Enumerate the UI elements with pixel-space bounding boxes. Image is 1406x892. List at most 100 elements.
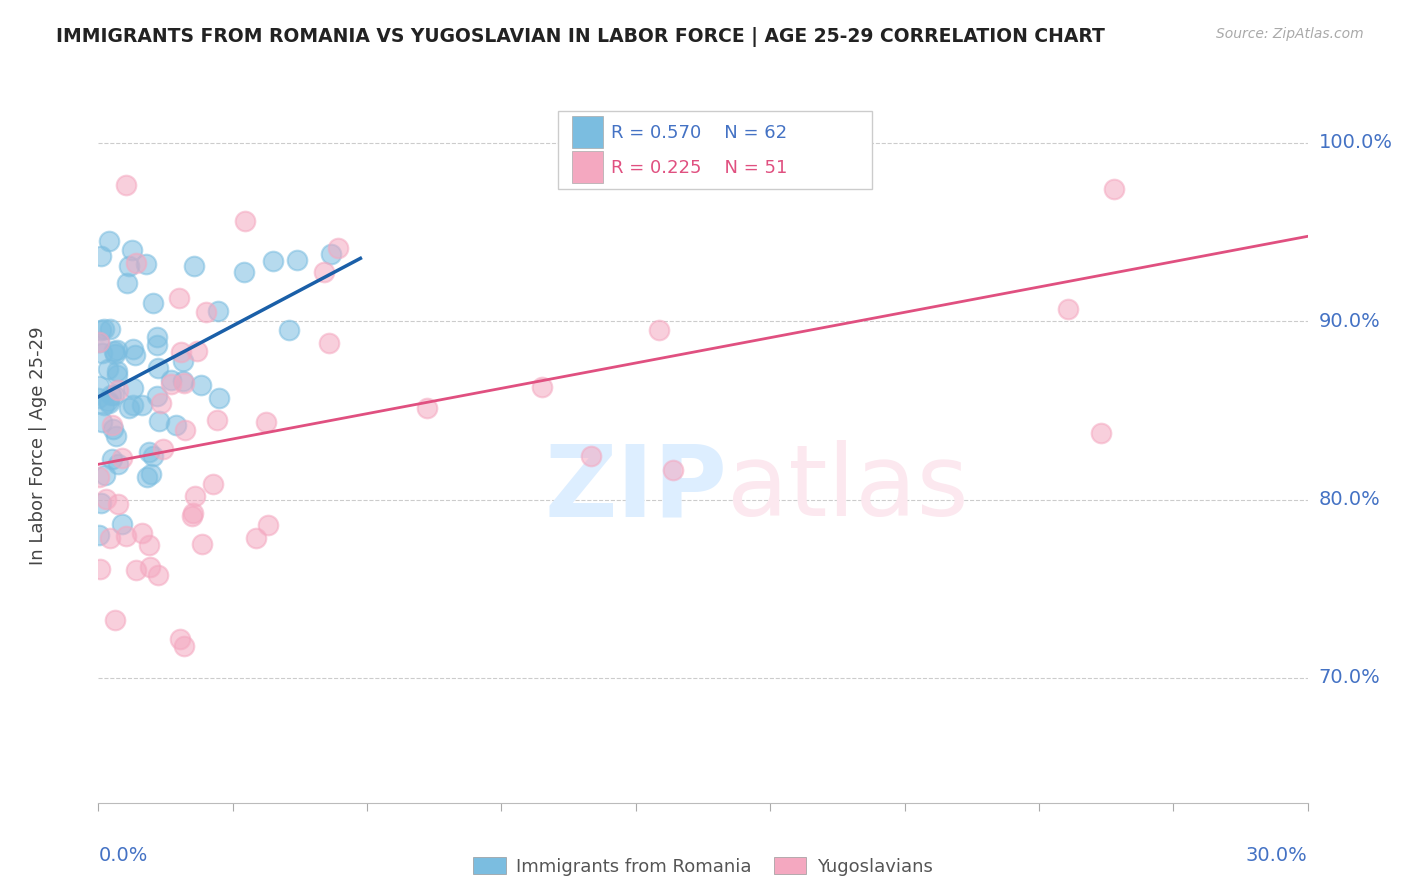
Point xyxy=(101,417,124,432)
Point xyxy=(195,304,218,318)
Point xyxy=(103,388,125,402)
Text: R = 0.570    N = 62: R = 0.570 N = 62 xyxy=(612,124,787,142)
Point xyxy=(98,531,121,545)
Point xyxy=(94,491,117,506)
Point xyxy=(90,323,112,337)
Point xyxy=(148,414,170,428)
Point xyxy=(107,457,129,471)
Point xyxy=(319,247,342,261)
Point xyxy=(183,259,205,273)
Text: R = 0.225    N = 51: R = 0.225 N = 51 xyxy=(612,159,787,177)
Point xyxy=(648,323,671,337)
Point xyxy=(104,613,127,627)
Point xyxy=(1102,182,1125,196)
Point xyxy=(135,257,157,271)
Point xyxy=(160,373,183,387)
Point xyxy=(235,213,257,227)
Point xyxy=(165,417,187,432)
Point xyxy=(115,178,138,193)
Point xyxy=(285,253,308,268)
Point xyxy=(105,364,128,378)
Point xyxy=(183,489,205,503)
Point xyxy=(318,335,340,350)
Point xyxy=(136,470,159,484)
Point xyxy=(174,423,197,437)
Point xyxy=(105,343,128,358)
Point xyxy=(93,322,115,336)
Point xyxy=(139,559,162,574)
Point xyxy=(111,451,134,466)
Point xyxy=(257,518,280,533)
Point xyxy=(97,394,120,409)
Point xyxy=(104,429,127,443)
Point xyxy=(183,507,205,521)
Point xyxy=(125,564,148,578)
Point xyxy=(90,415,112,429)
Point xyxy=(205,413,228,427)
Point xyxy=(107,368,129,383)
Point xyxy=(146,337,169,351)
Point xyxy=(416,401,439,415)
Text: 80.0%: 80.0% xyxy=(1319,490,1381,509)
Point xyxy=(87,528,110,542)
Point xyxy=(122,398,145,412)
Text: 0.0%: 0.0% xyxy=(98,846,148,864)
Point xyxy=(107,383,129,397)
Point xyxy=(169,632,191,647)
Point xyxy=(233,265,256,279)
Point xyxy=(149,396,172,410)
Point xyxy=(131,525,153,540)
Point xyxy=(117,276,139,290)
Point xyxy=(191,536,214,550)
Point xyxy=(118,401,141,415)
Point xyxy=(138,445,160,459)
Point xyxy=(101,452,124,467)
Point xyxy=(90,249,112,263)
Point xyxy=(97,396,120,410)
FancyBboxPatch shape xyxy=(572,152,603,184)
Point xyxy=(89,335,111,350)
Point xyxy=(152,442,174,456)
Text: ZIP: ZIP xyxy=(544,441,727,537)
Point xyxy=(98,234,121,248)
Point xyxy=(278,323,301,337)
Point xyxy=(1090,426,1112,441)
Point xyxy=(172,354,194,368)
Point xyxy=(190,378,212,392)
Point xyxy=(202,477,225,491)
Point xyxy=(122,343,145,357)
Point xyxy=(1057,302,1080,317)
Text: 90.0%: 90.0% xyxy=(1319,311,1381,331)
Text: Source: ZipAtlas.com: Source: ZipAtlas.com xyxy=(1216,27,1364,41)
Point xyxy=(131,398,153,412)
Point xyxy=(167,291,190,305)
Point xyxy=(172,374,194,388)
Point xyxy=(100,388,122,402)
Point xyxy=(118,259,141,273)
Point xyxy=(142,296,165,310)
Point xyxy=(718,146,741,161)
Point xyxy=(107,497,129,511)
Text: 100.0%: 100.0% xyxy=(1319,133,1393,153)
Legend: Immigrants from Romania, Yugoslavians: Immigrants from Romania, Yugoslavians xyxy=(474,857,932,876)
Point xyxy=(87,391,110,405)
Point xyxy=(139,467,162,481)
Point xyxy=(121,244,143,258)
Point xyxy=(121,381,143,395)
Point xyxy=(159,376,181,391)
Point xyxy=(254,415,277,429)
Point xyxy=(103,422,125,436)
Point xyxy=(245,531,267,545)
Point xyxy=(662,463,685,477)
Point xyxy=(98,321,121,335)
Point xyxy=(97,362,120,376)
FancyBboxPatch shape xyxy=(558,111,872,189)
Point xyxy=(93,398,115,412)
Text: 70.0%: 70.0% xyxy=(1319,668,1381,688)
Point xyxy=(89,562,111,576)
Point xyxy=(207,304,229,318)
Text: IMMIGRANTS FROM ROMANIA VS YUGOSLAVIAN IN LABOR FORCE | AGE 25-29 CORRELATION CH: IMMIGRANTS FROM ROMANIA VS YUGOSLAVIAN I… xyxy=(56,27,1105,46)
Point xyxy=(104,346,127,360)
Point xyxy=(90,496,112,510)
Point xyxy=(186,343,208,358)
